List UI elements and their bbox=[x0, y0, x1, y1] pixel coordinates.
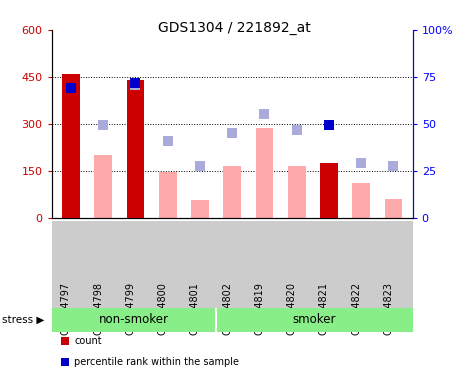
Bar bbox=[127, 80, 144, 218]
Text: percentile rank within the sample: percentile rank within the sample bbox=[74, 357, 239, 367]
Text: GDS1304 / 221892_at: GDS1304 / 221892_at bbox=[158, 21, 311, 34]
Bar bbox=[385, 199, 402, 217]
Bar bbox=[191, 200, 209, 217]
Text: non-smoker: non-smoker bbox=[98, 313, 169, 326]
Text: stress ▶: stress ▶ bbox=[2, 315, 45, 325]
Bar bbox=[159, 172, 176, 217]
Text: count: count bbox=[74, 336, 102, 346]
Bar bbox=[223, 166, 241, 218]
Text: smoker: smoker bbox=[293, 313, 336, 326]
Bar bbox=[288, 166, 305, 218]
Bar bbox=[352, 183, 370, 218]
Bar bbox=[256, 128, 273, 217]
Bar bbox=[62, 74, 80, 217]
Bar bbox=[94, 155, 112, 218]
Bar bbox=[320, 163, 338, 218]
